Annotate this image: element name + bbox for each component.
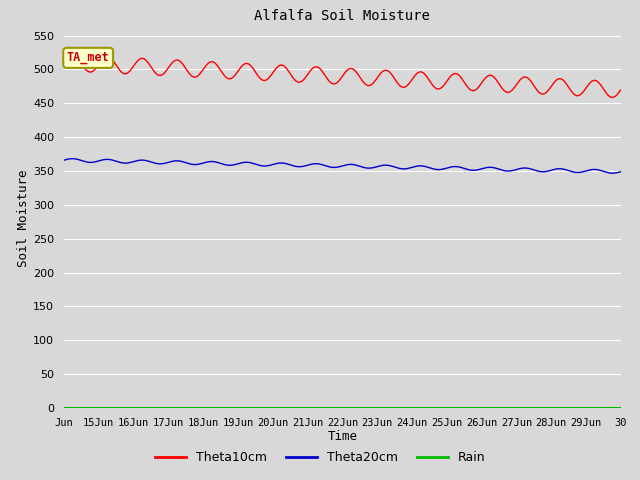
Y-axis label: Soil Moisture: Soil Moisture	[17, 169, 30, 267]
X-axis label: Time: Time	[328, 431, 357, 444]
Legend: Theta10cm, Theta20cm, Rain: Theta10cm, Theta20cm, Rain	[150, 446, 490, 469]
Title: Alfalfa Soil Moisture: Alfalfa Soil Moisture	[255, 10, 430, 24]
Text: TA_met: TA_met	[67, 51, 109, 64]
